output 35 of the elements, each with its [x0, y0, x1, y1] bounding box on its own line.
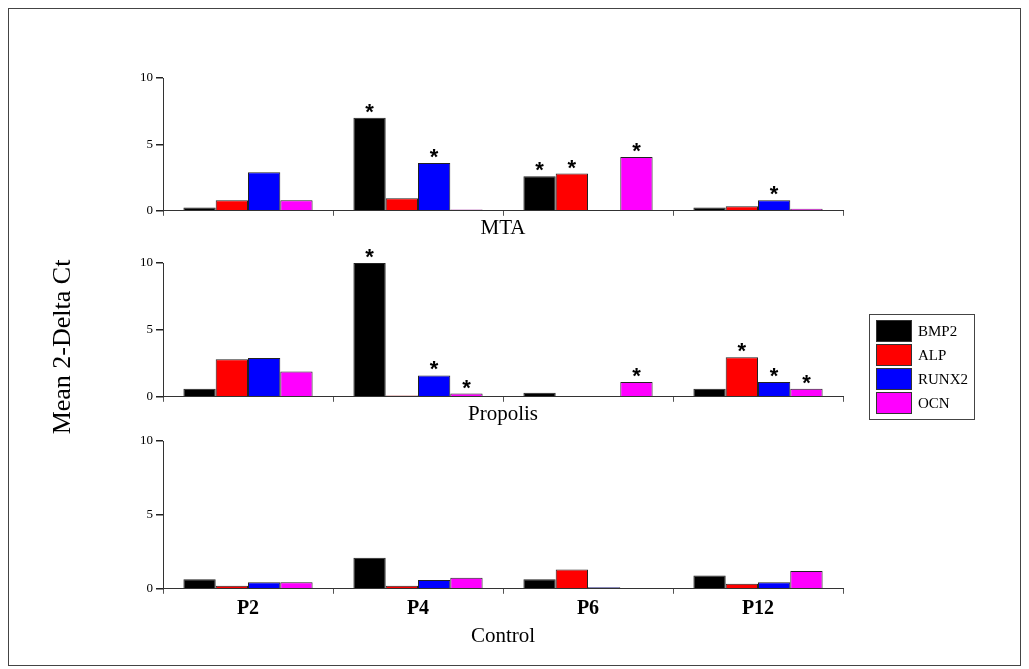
x-axis-title: Propolis: [467, 400, 539, 425]
y-tick-label: 5: [146, 135, 153, 151]
data-label: *: [429, 144, 439, 170]
x-tick-label: P4: [406, 595, 430, 618]
y-tick-label: 10: [140, 69, 153, 85]
y-tick-label: 0: [146, 388, 153, 404]
y-tick-label: 5: [146, 506, 153, 522]
data-label: *: [429, 356, 439, 382]
data-label: *: [769, 363, 779, 389]
data-label: *: [632, 138, 642, 164]
y-tick-label: 5: [146, 321, 153, 337]
y-tick-label: 0: [146, 202, 153, 218]
y-tick-label: 0: [146, 580, 153, 596]
data-label: *: [567, 154, 577, 180]
data-label: *: [769, 181, 779, 207]
x-axis-title: Control: [470, 622, 536, 647]
data-label: *: [462, 374, 472, 400]
data-label: *: [802, 369, 812, 395]
legend-label: RUNX2: [918, 370, 969, 388]
x-axis-title: MTA: [480, 214, 527, 239]
data-label: *: [737, 338, 747, 364]
data-label: *: [365, 244, 375, 270]
x-tick-label: P2: [236, 595, 260, 618]
x-tick-label: P6: [576, 595, 600, 618]
data-label: *: [365, 98, 375, 124]
y-tick-label: 10: [140, 432, 153, 448]
x-tick-label: P12: [741, 595, 775, 618]
data-label: *: [632, 363, 642, 389]
data-label: *: [535, 157, 545, 183]
legend-label: OCN: [918, 394, 950, 412]
y-tick-label: 10: [140, 254, 153, 270]
legend-label: BMP2: [918, 322, 958, 340]
y-axis-title: Mean 2-Delta Ct: [47, 259, 77, 435]
frame-border: MTA 0 5 10 * * * * * * Mean 2-Delta Ct Propolis 0 5 10 * * * * * * * BMP2 ALP RUNX2 OCN Control P2 P4 P6 P12 0 5 10: [8, 8, 1021, 666]
legend-label: ALP: [918, 346, 947, 364]
